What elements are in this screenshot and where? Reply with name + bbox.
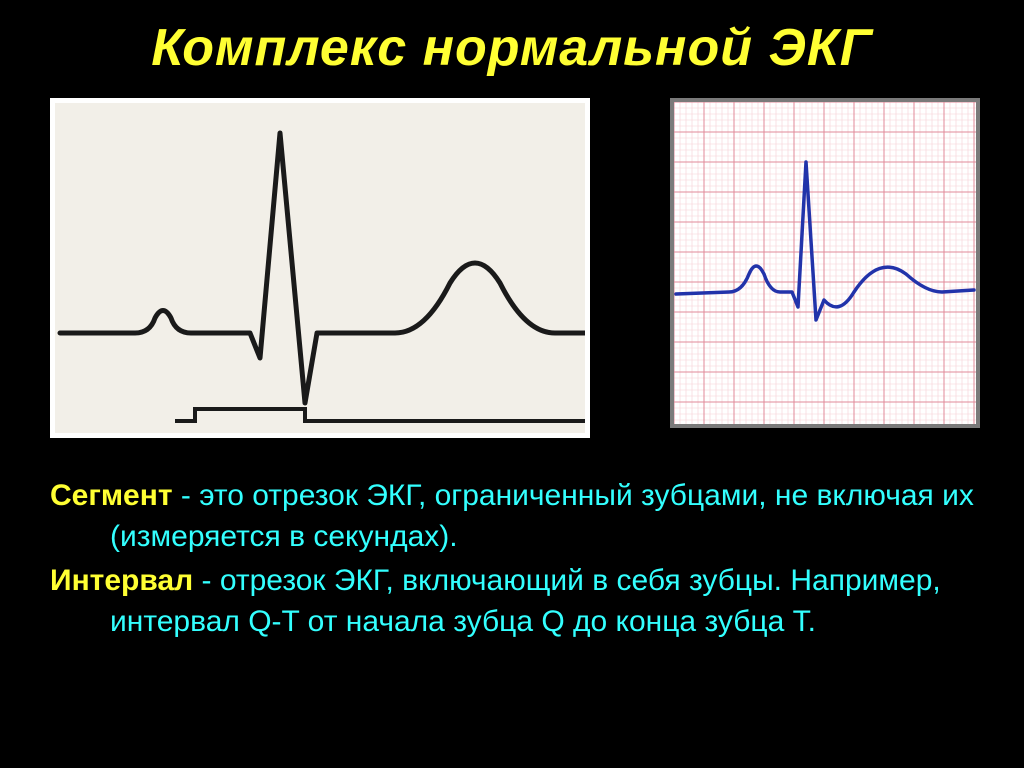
ecg-diagram-right	[670, 98, 980, 428]
ecg-right-bg	[674, 102, 976, 424]
interval-term: Интервал	[50, 564, 193, 597]
ecg-left-svg	[55, 103, 585, 433]
ecg-diagram-left	[50, 98, 590, 438]
ecg-right-svg	[674, 102, 976, 424]
slide-title: Комплекс нормальной ЭКГ	[0, 0, 1024, 98]
interval-line: Интервал - отрезок ЭКГ, включающий в себ…	[50, 561, 974, 642]
interval-def: - отрезок ЭКГ, включающий в себя зубцы. …	[110, 564, 941, 638]
ecg-left-bg	[55, 103, 585, 433]
images-row	[0, 98, 1024, 438]
segment-def: - это отрезок ЭКГ, ограниченный зубцами,…	[110, 479, 974, 553]
segment-line: Сегмент - это отрезок ЭКГ, ограниченный …	[50, 476, 974, 557]
segment-term: Сегмент	[50, 479, 173, 512]
body-text: Сегмент - это отрезок ЭКГ, ограниченный …	[0, 438, 1024, 642]
